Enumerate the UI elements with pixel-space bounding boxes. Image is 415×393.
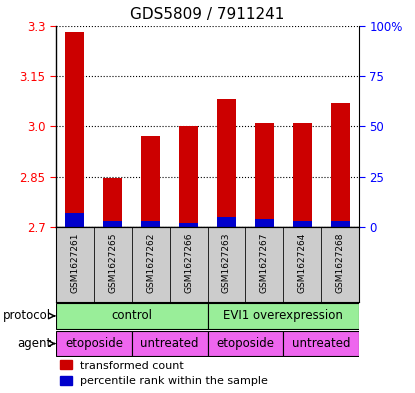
Title: GDS5809 / 7911241: GDS5809 / 7911241 — [130, 7, 285, 22]
Bar — [66, 213, 84, 227]
Bar — [255, 123, 274, 227]
Bar — [56, 331, 132, 356]
Text: GSM1627266: GSM1627266 — [184, 233, 193, 294]
Bar — [283, 227, 321, 302]
Text: untreated: untreated — [292, 337, 350, 350]
Bar — [217, 217, 236, 227]
Bar — [170, 227, 208, 302]
Bar — [217, 99, 236, 227]
Bar — [245, 227, 283, 302]
Text: GSM1627261: GSM1627261 — [71, 233, 79, 294]
Text: control: control — [111, 309, 152, 322]
Bar — [141, 136, 160, 227]
Text: EVI1 overexpression: EVI1 overexpression — [223, 309, 343, 322]
Text: GSM1627268: GSM1627268 — [336, 233, 344, 294]
Text: GSM1627264: GSM1627264 — [298, 233, 307, 293]
Bar — [208, 331, 283, 356]
Bar — [103, 221, 122, 227]
Bar — [103, 178, 122, 227]
Text: GSM1627263: GSM1627263 — [222, 233, 231, 294]
Bar — [56, 303, 208, 329]
Bar — [66, 32, 84, 227]
Text: etoposide: etoposide — [65, 337, 123, 350]
Bar — [56, 227, 94, 302]
Text: agent: agent — [17, 337, 51, 350]
Bar — [255, 219, 274, 227]
Bar — [331, 103, 349, 227]
Bar — [283, 331, 359, 356]
Bar — [94, 227, 132, 302]
Text: etoposide: etoposide — [216, 337, 274, 350]
Text: protocol: protocol — [3, 309, 51, 322]
Bar — [179, 223, 198, 227]
Bar — [132, 227, 170, 302]
Text: untreated: untreated — [140, 337, 199, 350]
Bar — [293, 221, 312, 227]
Text: GSM1627262: GSM1627262 — [146, 233, 155, 293]
Bar — [208, 303, 359, 329]
Text: GSM1627267: GSM1627267 — [260, 233, 269, 294]
Bar — [132, 331, 208, 356]
Bar — [208, 227, 245, 302]
Bar — [179, 127, 198, 227]
Bar — [141, 221, 160, 227]
Bar — [331, 221, 349, 227]
Bar — [293, 123, 312, 227]
Legend: transformed count, percentile rank within the sample: transformed count, percentile rank withi… — [56, 356, 273, 391]
Bar — [321, 227, 359, 302]
Text: GSM1627265: GSM1627265 — [108, 233, 117, 294]
